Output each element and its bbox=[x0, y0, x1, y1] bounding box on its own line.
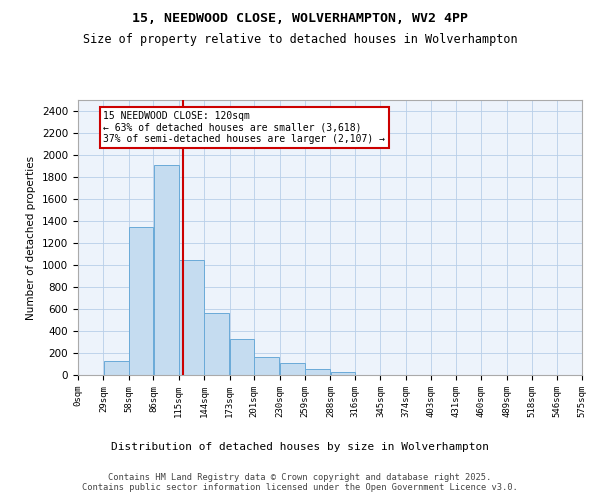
Text: Contains HM Land Registry data © Crown copyright and database right 2025.
Contai: Contains HM Land Registry data © Crown c… bbox=[82, 473, 518, 492]
Bar bbox=[179, 260, 204, 375]
Text: 15, NEEDWOOD CLOSE, WOLVERHAMPTON, WV2 4PP: 15, NEEDWOOD CLOSE, WOLVERHAMPTON, WV2 4… bbox=[132, 12, 468, 26]
Bar bbox=[154, 165, 179, 375]
Bar bbox=[305, 369, 330, 375]
Bar bbox=[230, 338, 254, 375]
Y-axis label: Number of detached properties: Number of detached properties bbox=[26, 156, 37, 320]
Text: Size of property relative to detached houses in Wolverhampton: Size of property relative to detached ho… bbox=[83, 32, 517, 46]
Bar bbox=[254, 357, 280, 375]
Bar bbox=[280, 364, 305, 375]
Text: 15 NEEDWOOD CLOSE: 120sqm
← 63% of detached houses are smaller (3,618)
37% of se: 15 NEEDWOOD CLOSE: 120sqm ← 63% of detac… bbox=[103, 111, 385, 144]
Bar bbox=[104, 361, 128, 375]
Bar bbox=[205, 314, 229, 375]
Bar bbox=[129, 226, 153, 375]
Text: Distribution of detached houses by size in Wolverhampton: Distribution of detached houses by size … bbox=[111, 442, 489, 452]
Bar bbox=[331, 372, 355, 375]
